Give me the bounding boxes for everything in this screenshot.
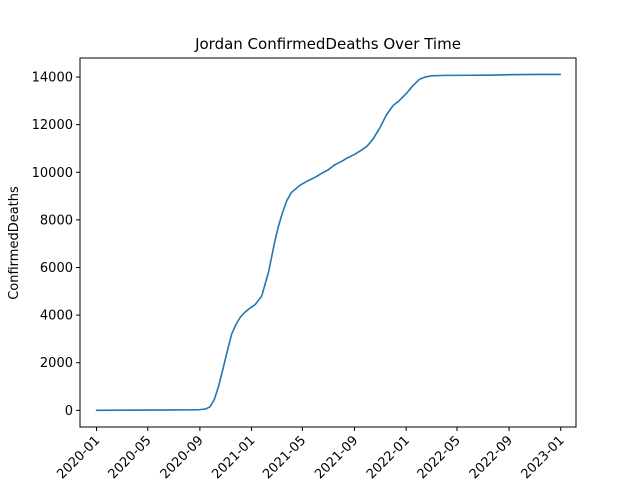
y-tick-label: 10000 [32, 166, 73, 181]
y-tick-label: 6000 [40, 261, 73, 276]
y-tick-label: 8000 [40, 213, 73, 228]
plot-frame [79, 57, 577, 428]
series-layer [95, 73, 562, 412]
y-tick-label: 4000 [40, 309, 73, 324]
y-tick-label: 0 [65, 404, 73, 419]
y-tick-label: 2000 [40, 356, 73, 371]
y-tick-label: 12000 [32, 118, 73, 133]
y-tick-label: 14000 [32, 71, 73, 86]
chart-title: Jordan ConfirmedDeaths Over Time [194, 35, 461, 53]
y-axis-title: ConfirmedDeaths [7, 186, 22, 300]
y-axis-ticks: 0 2000 4000 6000 8000 10000 12000 14000 [32, 71, 80, 419]
series-line [95, 73, 562, 412]
